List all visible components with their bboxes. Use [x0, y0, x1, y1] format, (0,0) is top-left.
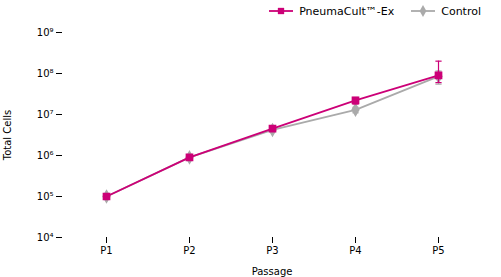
svg-text:P5: P5: [432, 245, 444, 256]
svg-text:Total Cells: Total Cells: [2, 110, 13, 161]
svg-text:10⁷: 10⁷: [37, 109, 54, 120]
html-text:Control: Control: [441, 4, 481, 18]
svg-text:P3: P3: [266, 245, 278, 256]
html-text:PneumaCult™-Ex: PneumaCult™-Ex: [299, 4, 395, 18]
svg-text:P1: P1: [100, 245, 112, 256]
svg-text:10⁵: 10⁵: [37, 191, 54, 202]
svg-text:P4: P4: [349, 245, 361, 256]
svg-text:10⁶: 10⁶: [37, 150, 54, 161]
svg-text:10⁴: 10⁴: [37, 232, 54, 243]
svg-text:10⁹: 10⁹: [37, 27, 54, 38]
svg-text:P2: P2: [183, 245, 195, 256]
svg-text:10⁸: 10⁸: [37, 68, 54, 79]
svg-text:Passage: Passage: [252, 266, 293, 277]
